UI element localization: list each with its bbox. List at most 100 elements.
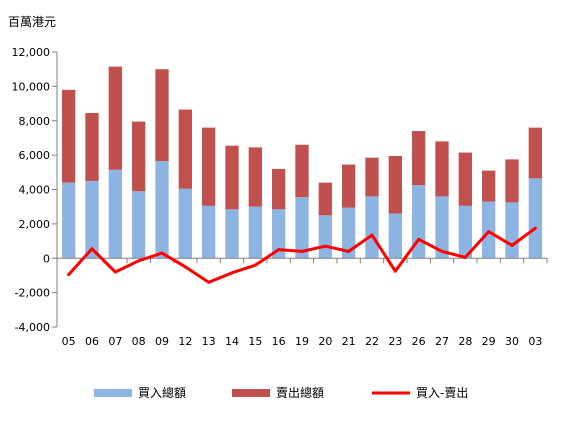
net-line-layer (67, 226, 537, 284)
bar-buy-total-07 (108, 169, 122, 259)
bar-buy-total-29 (482, 201, 496, 259)
x-tick-label-06: 06 (85, 335, 99, 348)
bar-sell-total-15 (248, 147, 262, 207)
net-line-point-15 (253, 263, 257, 267)
bar-buy-total-15 (248, 206, 262, 259)
bar-sell-total-13 (202, 127, 216, 206)
net-line-point-05 (67, 273, 71, 277)
net-line-point-06 (90, 247, 94, 251)
bar-buy-total-12 (178, 188, 192, 259)
bar-sell-total-09 (155, 69, 169, 162)
y-tick-label: 4,000 (19, 184, 51, 197)
x-tick-label-27: 27 (435, 335, 449, 348)
net-line-point-14 (230, 271, 234, 275)
net-line-point-28 (463, 255, 467, 259)
net-line-point-09 (160, 251, 164, 255)
legend-label-sell-total: 賣出總額 (276, 385, 324, 400)
x-tick-label-20: 20 (318, 335, 332, 348)
net-line-point-16 (277, 248, 281, 252)
y-tick-label: -4,000 (15, 321, 50, 334)
net-line-point-27 (440, 249, 444, 253)
x-tick-label-08: 08 (132, 335, 146, 348)
x-tick-label-28: 28 (458, 335, 472, 348)
bar-sell-total-05 (62, 89, 76, 183)
bar-sell-total-16 (272, 168, 286, 210)
net-line-point-21 (347, 249, 351, 253)
axes-layer: -4,000 -2,000 0 2,000 4,000 6,000 8,000 10,000 1… (12, 46, 548, 348)
bar-sell-total-28 (458, 152, 472, 206)
net-line-point-08 (137, 259, 141, 263)
legend-swatch-buy-total (94, 389, 132, 397)
y-tick-label: 2,000 (19, 218, 51, 231)
bar-buy-total-22 (365, 196, 379, 259)
net-line-point-07 (113, 270, 117, 274)
x-tick-label-21: 21 (342, 335, 356, 348)
y-tick-label: 12,000 (12, 46, 51, 59)
y-tick-label: 8,000 (19, 115, 51, 128)
x-tick-label-03: 03 (528, 335, 542, 348)
net-line-point-30 (510, 243, 514, 247)
x-tick-label-07: 07 (108, 335, 122, 348)
x-tick-label-16: 16 (272, 335, 286, 348)
y-tick-label: 0 (43, 252, 50, 265)
bar-sell-total-14 (225, 145, 239, 210)
y-tick-label: 6,000 (19, 149, 51, 162)
x-tick-label-14: 14 (225, 335, 239, 348)
net-line-point-26 (417, 237, 421, 241)
net-line-point-13 (207, 280, 211, 284)
x-tick-label-23: 23 (388, 335, 402, 348)
bar-sell-total-26 (412, 131, 426, 186)
bar-buy-total-27 (435, 196, 449, 259)
bar-buy-total-30 (505, 202, 519, 259)
net-line-point-19 (300, 249, 304, 253)
bar-buy-total-28 (458, 205, 472, 259)
legend: 買入總額 賣出總額 買入-賣出 (94, 385, 468, 400)
bar-sell-total-20 (318, 182, 332, 216)
bar-sell-total-29 (482, 170, 496, 202)
x-tick-label-15: 15 (248, 335, 262, 348)
bar-sell-total-06 (85, 113, 99, 181)
bar-buy-total-21 (342, 207, 356, 259)
legend-swatch-sell-total (232, 389, 270, 397)
bar-buy-total-09 (155, 161, 169, 259)
legend-label-buy-total: 買入總額 (138, 385, 186, 400)
net-line-point-20 (323, 244, 327, 248)
legend-label-net: 買入-賣出 (416, 385, 468, 400)
bar-sell-total-03 (528, 127, 542, 179)
bar-buy-total-03 (528, 178, 542, 259)
y-tick-label: 10,000 (12, 80, 51, 93)
bar-buy-total-06 (85, 180, 99, 259)
bar-sell-total-30 (505, 159, 519, 203)
x-tick-label-09: 09 (155, 335, 169, 348)
y-unit-label: 百萬港元 (8, 15, 56, 29)
bar-buy-total-19 (295, 197, 309, 259)
net-line-point-29 (487, 230, 491, 234)
x-tick-label-22: 22 (365, 335, 379, 348)
x-tick-label-29: 29 (482, 335, 496, 348)
bar-sell-total-12 (178, 109, 192, 189)
bar-sell-total-19 (295, 144, 309, 198)
x-tick-label-19: 19 (295, 335, 309, 348)
bar-sell-total-07 (108, 66, 122, 170)
net-line-point-03 (533, 226, 537, 230)
bar-buy-total-08 (132, 191, 146, 259)
x-tick-label-12: 12 (178, 335, 192, 348)
bar-buy-total-13 (202, 205, 216, 259)
bar-buy-total-14 (225, 209, 239, 259)
bar-buy-total-05 (62, 182, 76, 259)
y-tick-label: -2,000 (15, 287, 50, 300)
bars-layer (62, 66, 542, 259)
x-tick-label-05: 05 (62, 335, 76, 348)
bar-sell-total-08 (132, 121, 146, 192)
bar-buy-total-23 (388, 213, 402, 259)
bar-sell-total-23 (388, 155, 402, 214)
x-tick-label-13: 13 (202, 335, 216, 348)
net-line-point-23 (393, 269, 397, 273)
bar-sell-total-27 (435, 141, 449, 197)
net-line-point-12 (183, 265, 187, 269)
bar-sell-total-22 (365, 157, 379, 197)
x-tick-label-26: 26 (412, 335, 426, 348)
x-tick-label-30: 30 (505, 335, 519, 348)
bar-buy-total-16 (272, 209, 286, 259)
